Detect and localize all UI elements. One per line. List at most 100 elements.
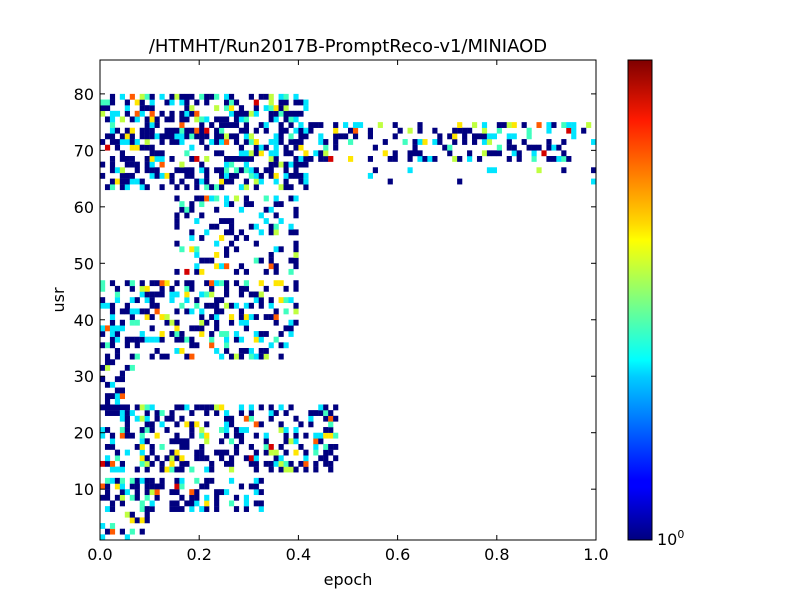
heatmap-cell (154, 489, 160, 496)
heatmap-cell (139, 105, 145, 112)
heatmap-cell (283, 144, 289, 151)
heatmap-cell (144, 427, 150, 433)
heatmap-cell (273, 110, 279, 117)
heatmap-cell (104, 144, 111, 151)
heatmap-cell (214, 348, 220, 354)
heatmap-cell (278, 218, 284, 224)
heatmap-cell (109, 477, 116, 484)
heatmap-cell (184, 116, 190, 123)
heatmap-cell (199, 331, 205, 337)
heatmap-cell (417, 127, 423, 134)
heatmap-cell (199, 93, 205, 100)
heatmap-cell (323, 455, 329, 462)
heatmap-cell (248, 172, 254, 179)
heatmap-cell (154, 483, 160, 490)
heatmap-cell (486, 133, 493, 140)
heatmap-cell (228, 172, 235, 179)
heatmap-cell (481, 122, 488, 128)
colorbar-tick-label: 100 (657, 528, 684, 549)
heatmap-cell (452, 156, 458, 162)
heatmap-cell (328, 444, 334, 450)
heatmap-cell (214, 308, 220, 315)
heatmap-cell (194, 302, 200, 309)
heatmap-cell (194, 156, 200, 162)
heatmap-cell (506, 139, 512, 145)
heatmap-cell (144, 156, 150, 162)
heatmap-cell (293, 139, 299, 145)
heatmap-cell (219, 427, 225, 433)
heatmap-cell (214, 494, 220, 501)
heatmap-cell (129, 280, 135, 287)
heatmap-cell (179, 302, 185, 309)
heatmap-cell (318, 122, 324, 128)
heatmap-cell (224, 331, 230, 337)
heatmap-cell (144, 122, 150, 128)
heatmap-cell (224, 133, 230, 140)
heatmap-cell (109, 500, 116, 507)
heatmap-cell (100, 331, 106, 337)
heatmap-cell (447, 150, 453, 157)
heatmap-cell (109, 133, 116, 140)
heatmap-cell (278, 93, 284, 100)
heatmap-cell (253, 297, 259, 304)
heatmap-cell (546, 127, 552, 134)
heatmap-cell (194, 404, 200, 411)
heatmap-cell (209, 336, 215, 343)
y-tick-label: 50 (74, 254, 94, 273)
heatmap-cell (303, 455, 309, 462)
heatmap-cell (139, 477, 145, 484)
heatmap-cell (233, 506, 240, 512)
heatmap-cell (144, 308, 150, 315)
heatmap-cell (149, 99, 155, 106)
heatmap-cell (189, 466, 195, 473)
heatmap-cell (154, 494, 160, 501)
heatmap-cell (417, 150, 423, 157)
heatmap-cell (100, 280, 106, 287)
heatmap-cell (382, 139, 388, 145)
heatmap-cell (164, 280, 170, 287)
heatmap-cell (571, 127, 577, 134)
heatmap-cell (154, 172, 160, 179)
heatmap-cell (298, 161, 304, 168)
heatmap-cell (224, 449, 230, 456)
heatmap-cell (273, 212, 279, 219)
heatmap-cell (164, 466, 170, 473)
heatmap-cell (204, 494, 210, 501)
heatmap-cell (159, 150, 165, 157)
heatmap-cell (268, 444, 274, 450)
heatmap-cell (219, 438, 225, 445)
heatmap-cell (149, 93, 155, 100)
heatmap-cell (109, 167, 116, 174)
heatmap-cell (333, 455, 339, 462)
heatmap-cell (154, 122, 160, 128)
heatmap-cell (124, 410, 130, 416)
heatmap-cell (228, 105, 235, 112)
heatmap-cell (412, 144, 418, 151)
heatmap-cell (224, 252, 230, 258)
heatmap-cell (228, 421, 235, 428)
heatmap-cell (114, 110, 121, 117)
heatmap-cell (561, 167, 567, 174)
heatmap-cell (536, 122, 542, 128)
heatmap-cell (219, 133, 225, 140)
heatmap-cell (100, 404, 106, 411)
heatmap-cell (194, 449, 200, 456)
heatmap-cell (293, 93, 299, 100)
heatmap-cell (253, 455, 259, 462)
y-tick-label: 60 (74, 198, 94, 217)
heatmap-cell (204, 483, 210, 490)
heatmap-cell (258, 178, 264, 185)
heatmap-cell (174, 421, 180, 428)
heatmap-cell (149, 116, 155, 123)
heatmap-cell (273, 161, 279, 168)
heatmap-cell (189, 105, 195, 112)
heatmap-cell (352, 122, 359, 128)
heatmap-cell (174, 280, 180, 287)
heatmap-cell (253, 110, 259, 117)
heatmap-cell (313, 432, 319, 439)
heatmap-cell (288, 161, 294, 168)
heatmap-cell (214, 167, 220, 174)
heatmap-cell (214, 325, 220, 332)
heatmap-cell (124, 427, 130, 433)
heatmap-cell (219, 116, 225, 123)
